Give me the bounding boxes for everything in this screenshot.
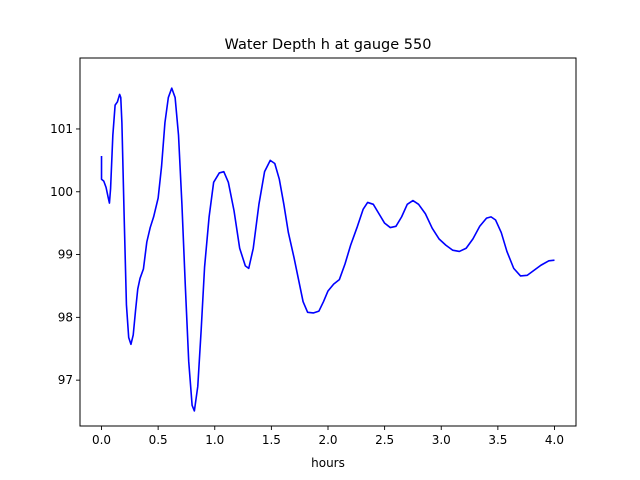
y-tick-label-1: 98 bbox=[58, 310, 73, 324]
x-tick-label-3: 1.5 bbox=[262, 433, 281, 447]
x-axis-label: hours bbox=[311, 456, 345, 470]
x-tick-label-2: 1.0 bbox=[205, 433, 224, 447]
x-tick-label-7: 3.5 bbox=[488, 433, 507, 447]
y-tick-label-4: 101 bbox=[50, 122, 73, 136]
plot-area: 0.0 0.5 1.0 1.5 2.0 2.5 3.0 3.5 4.0 97 98 99 100 101 bbox=[50, 57, 577, 447]
x-tick-label-4: 2.0 bbox=[318, 433, 337, 447]
x-tick-label-6: 3.0 bbox=[432, 433, 451, 447]
series-line-0 bbox=[100, 87, 555, 412]
y-tick-label-0: 97 bbox=[58, 373, 73, 387]
x-tick-label-8: 4.0 bbox=[545, 433, 564, 447]
y-tick-label-2: 99 bbox=[58, 248, 73, 262]
x-tick-label-5: 2.5 bbox=[375, 433, 394, 447]
x-tick-label-0: 0.0 bbox=[92, 433, 111, 447]
y-tick-label-3: 100 bbox=[50, 185, 73, 199]
x-tick-label-1: 0.5 bbox=[149, 433, 168, 447]
chart-title: Water Depth h at gauge 550 bbox=[225, 37, 432, 53]
